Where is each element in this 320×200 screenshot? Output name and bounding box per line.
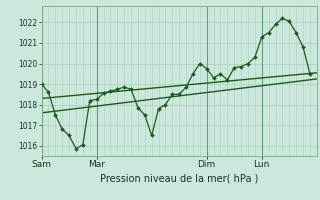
X-axis label: Pression niveau de la mer( hPa ): Pression niveau de la mer( hPa ) [100, 173, 258, 183]
